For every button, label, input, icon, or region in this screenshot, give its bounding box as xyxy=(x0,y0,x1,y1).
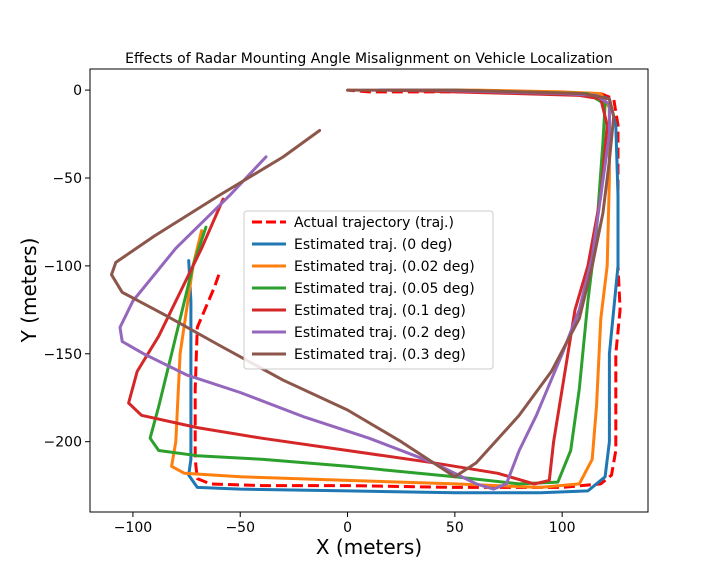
series-group xyxy=(110,88,622,495)
legend-label: Estimated traj. (0 deg) xyxy=(294,237,452,253)
y-axis-label: Y (meters) xyxy=(17,238,41,344)
series-line xyxy=(118,88,611,491)
legend-label: Estimated traj. (0.3 deg) xyxy=(294,347,466,363)
legend-label: Estimated traj. (0.05 deg) xyxy=(294,281,475,297)
legend-label: Actual trajectory (traj.) xyxy=(294,215,454,231)
y-tick-label: −50 xyxy=(52,171,82,187)
chart-title: Effects of Radar Mounting Angle Misalign… xyxy=(125,51,613,67)
series-line xyxy=(110,88,616,479)
x-tick-label: −100 xyxy=(114,520,152,536)
legend-label: Estimated traj. (0.1 deg) xyxy=(294,303,466,319)
y-tick-label: 0 xyxy=(73,83,82,99)
plot-area-frame xyxy=(89,68,649,513)
x-tick-label: 0 xyxy=(343,520,352,536)
legend-label: Estimated traj. (0.2 deg) xyxy=(294,325,466,341)
x-axis-label: X (meters) xyxy=(316,535,422,559)
x-tick-label: −50 xyxy=(225,520,255,536)
legend-box xyxy=(243,210,494,370)
x-tick-label: 50 xyxy=(446,520,464,536)
axis-ticks: −100 −50 0 50 100 0 −50 −100 −150 −200 xyxy=(44,83,576,536)
legend: Actual trajectory (traj.) Estimated traj.… xyxy=(243,210,494,370)
x-tick-label: 100 xyxy=(549,520,576,536)
series-line xyxy=(127,88,609,486)
legend-label: Estimated traj. (0.02 deg) xyxy=(294,259,475,275)
y-tick-label: −200 xyxy=(44,435,82,451)
y-tick-label: −150 xyxy=(44,347,82,363)
y-tick-label: −100 xyxy=(44,259,82,275)
